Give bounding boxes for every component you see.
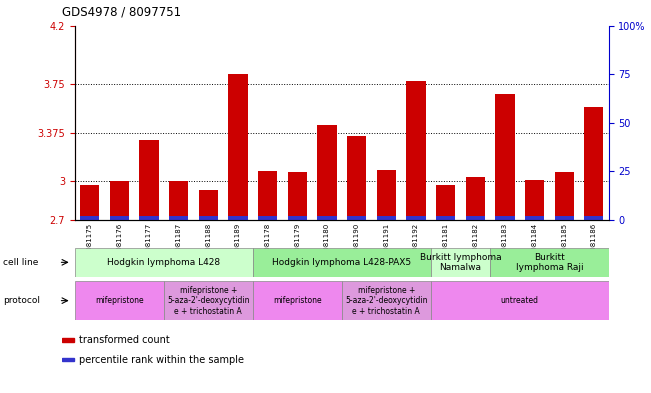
Bar	[347, 136, 367, 220]
Text: mifepristone: mifepristone	[273, 296, 322, 305]
Text: mifepristone +
5-aza-2'-deoxycytidin
e + trichostatin A: mifepristone + 5-aza-2'-deoxycytidin e +…	[167, 286, 249, 316]
Bar	[164, 281, 253, 320]
Text: percentile rank within the sample: percentile rank within the sample	[79, 354, 244, 365]
Bar	[62, 338, 74, 342]
Bar	[169, 181, 188, 220]
Bar	[80, 185, 100, 220]
Text: Burkitt lymphoma
Namalwa: Burkitt lymphoma Namalwa	[420, 253, 501, 272]
Text: cell line: cell line	[3, 258, 38, 267]
Bar	[253, 281, 342, 320]
Bar	[406, 216, 426, 220]
Bar	[139, 140, 159, 220]
Bar	[377, 216, 396, 220]
Bar	[288, 216, 307, 220]
Bar	[495, 216, 514, 220]
Bar	[436, 216, 455, 220]
Bar	[347, 216, 367, 220]
Bar	[525, 180, 544, 220]
Text: transformed count: transformed count	[79, 335, 170, 345]
Bar	[342, 281, 431, 320]
Text: untreated: untreated	[501, 296, 539, 305]
Text: Hodgkin lymphoma L428-PAX5: Hodgkin lymphoma L428-PAX5	[272, 258, 411, 267]
Text: Hodgkin lymphoma L428: Hodgkin lymphoma L428	[107, 258, 221, 267]
Bar	[110, 216, 129, 220]
Bar	[139, 216, 159, 220]
Bar	[465, 177, 485, 220]
Bar	[584, 216, 603, 220]
Bar	[80, 216, 100, 220]
Bar	[229, 73, 247, 220]
Bar	[555, 172, 574, 220]
Bar	[317, 125, 337, 220]
Bar	[465, 216, 485, 220]
Bar	[62, 358, 74, 361]
Bar	[406, 81, 426, 220]
Text: mifepristone +
5-aza-2'-deoxycytidin
e + trichostatin A: mifepristone + 5-aza-2'-deoxycytidin e +…	[345, 286, 428, 316]
Bar	[110, 181, 129, 220]
Bar	[490, 248, 609, 277]
Bar	[75, 248, 253, 277]
Bar	[584, 107, 603, 220]
Bar	[258, 171, 277, 220]
Bar	[199, 216, 218, 220]
Bar	[288, 172, 307, 220]
Bar	[75, 281, 164, 320]
Bar	[431, 248, 490, 277]
Bar	[317, 216, 337, 220]
Bar	[377, 169, 396, 220]
Text: mifepristone: mifepristone	[95, 296, 144, 305]
Bar	[169, 216, 188, 220]
Bar	[229, 216, 247, 220]
Text: protocol: protocol	[3, 296, 40, 305]
Bar	[258, 216, 277, 220]
Bar	[495, 94, 514, 220]
Bar	[555, 216, 574, 220]
Bar	[525, 216, 544, 220]
Text: GDS4978 / 8097751: GDS4978 / 8097751	[62, 6, 181, 19]
Bar	[253, 248, 431, 277]
Bar	[436, 185, 455, 220]
Text: Burkitt
lymphoma Raji: Burkitt lymphoma Raji	[516, 253, 583, 272]
Bar	[431, 281, 609, 320]
Bar	[199, 190, 218, 220]
